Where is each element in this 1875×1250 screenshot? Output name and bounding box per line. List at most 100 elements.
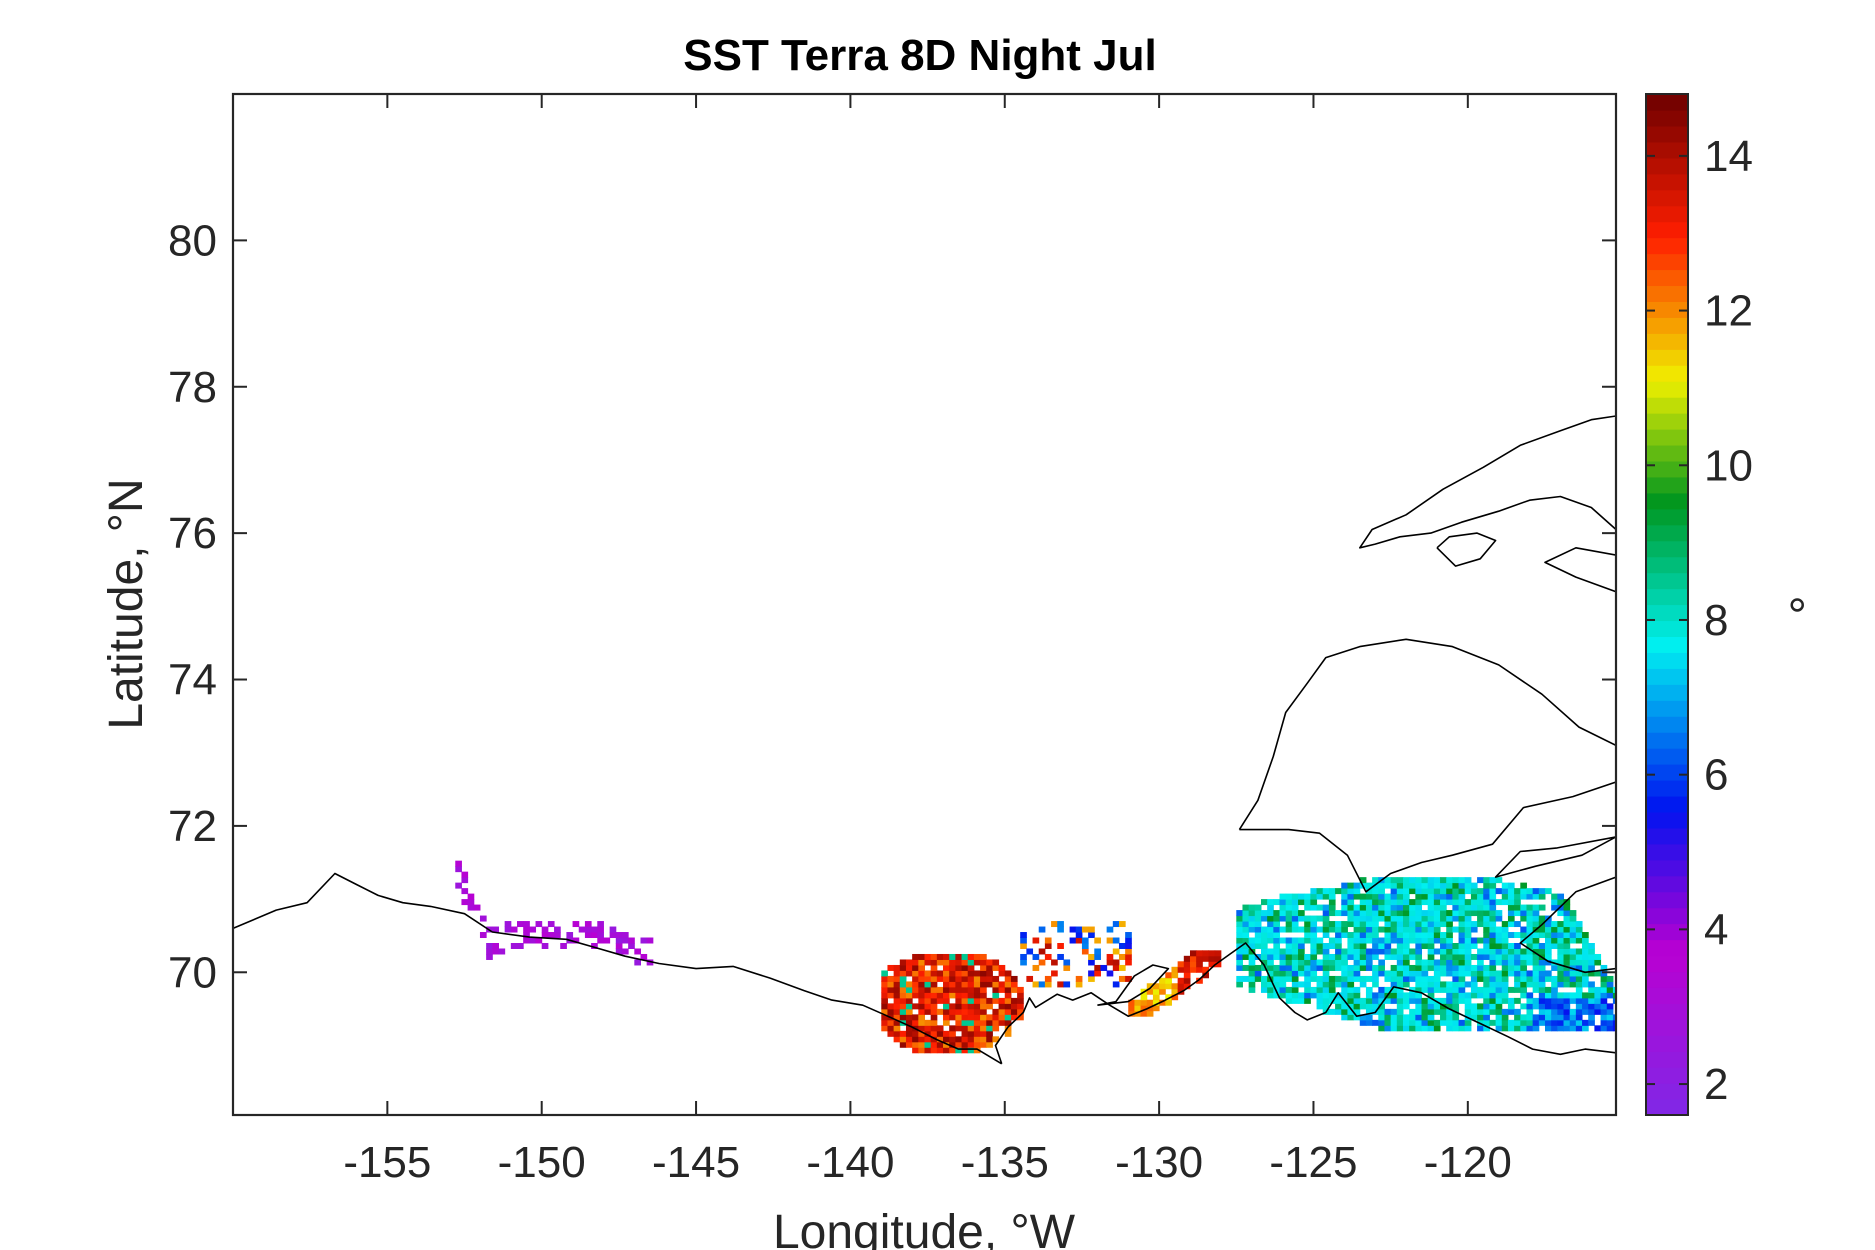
heatmap-cell xyxy=(1551,1025,1558,1032)
heatmap-cell xyxy=(1458,899,1466,906)
heatmap-cell xyxy=(924,953,932,960)
heatmap-cell xyxy=(955,986,963,993)
heatmap-cell xyxy=(1304,959,1311,966)
heatmap-cell xyxy=(905,1019,913,1026)
heatmap-cell xyxy=(1452,975,1460,982)
heatmap-cell xyxy=(1365,921,1373,928)
heatmap-cell xyxy=(1569,981,1577,988)
heatmap-cell xyxy=(1273,915,1281,922)
heatmap-cell xyxy=(1433,915,1441,922)
heatmap-cell xyxy=(1557,981,1565,988)
heatmap-cell xyxy=(1335,910,1342,917)
heatmap-cell xyxy=(998,970,1006,977)
heatmap-cell xyxy=(1106,937,1114,944)
heatmap-cell xyxy=(1489,953,1497,960)
heatmap-cell xyxy=(1514,904,1521,911)
heatmap-cell xyxy=(1353,992,1361,999)
heatmap-cell xyxy=(1532,997,1540,1004)
heatmap-cell xyxy=(1440,948,1447,955)
heatmap-cell xyxy=(1427,877,1435,884)
heatmap-cell xyxy=(1446,882,1453,889)
heatmap-cell xyxy=(1171,966,1179,973)
heatmap-cell xyxy=(1353,943,1361,949)
heatmap-cell xyxy=(1600,975,1608,982)
heatmap-cell xyxy=(1477,953,1484,960)
heatmap-cell xyxy=(1433,1003,1441,1010)
heatmap-cell xyxy=(905,1041,913,1048)
heatmap-cell xyxy=(1341,970,1348,977)
heatmap-cell xyxy=(1347,997,1355,1004)
heatmap-cell xyxy=(1483,877,1490,884)
heatmap-cell xyxy=(980,1025,987,1032)
heatmap-cell xyxy=(1335,964,1342,971)
heatmap-cell xyxy=(1458,1019,1466,1026)
heatmap-cell xyxy=(1254,915,1262,922)
heatmap-cell xyxy=(1267,970,1274,977)
heatmap-cell xyxy=(1495,899,1503,906)
heatmap-cell xyxy=(1291,937,1299,944)
heatmap-cell xyxy=(1495,948,1503,955)
heatmap-cell xyxy=(1298,948,1305,955)
heatmap-cell xyxy=(1372,910,1379,917)
heatmap-cell xyxy=(1477,910,1484,917)
heatmap-cell xyxy=(973,953,981,960)
heatmap-cell xyxy=(554,926,561,933)
heatmap-cell xyxy=(1563,937,1571,944)
heatmap-cell xyxy=(1365,937,1373,944)
heatmap-cell xyxy=(1044,981,1052,988)
heatmap-cell xyxy=(1600,1014,1608,1021)
heatmap-cell xyxy=(1189,955,1197,962)
heatmap-cell xyxy=(1582,953,1589,960)
x-tick-label: -130 xyxy=(1115,1138,1203,1187)
heatmap-cell xyxy=(1588,953,1595,960)
heatmap-cell xyxy=(1125,943,1132,949)
heatmap-cell xyxy=(961,986,969,993)
heatmap-cell xyxy=(1501,986,1509,993)
heatmap-cell xyxy=(1273,937,1281,944)
heatmap-cell xyxy=(1285,992,1293,999)
heatmap-cell xyxy=(1248,926,1256,933)
heatmap-cell xyxy=(949,959,956,966)
heatmap-cell xyxy=(1532,959,1540,966)
heatmap-cell xyxy=(1501,1008,1509,1015)
heatmap-cell xyxy=(961,1014,969,1021)
heatmap-cell xyxy=(1557,921,1565,928)
heatmap-cell xyxy=(1335,1008,1342,1015)
heatmap-cell xyxy=(1353,1008,1361,1015)
colorbar-step xyxy=(1646,700,1688,717)
heatmap-cell xyxy=(1421,888,1429,895)
x-axis-label: Longitude, °W xyxy=(773,1206,1076,1250)
heatmap-cell xyxy=(1557,899,1565,906)
heatmap-cell xyxy=(1409,888,1416,895)
heatmap-cell xyxy=(1341,975,1348,982)
heatmap-cell xyxy=(1322,943,1330,949)
heatmap-cell xyxy=(986,981,993,988)
heatmap-cell xyxy=(1477,915,1484,922)
heatmap-cell xyxy=(1298,997,1305,1004)
heatmap-cell xyxy=(1612,986,1616,993)
heatmap-cell xyxy=(1396,992,1404,999)
heatmap-cell xyxy=(1415,970,1423,977)
heatmap-cell xyxy=(504,921,512,928)
heatmap-cell xyxy=(1088,932,1095,939)
heatmap-cell xyxy=(1335,888,1342,895)
heatmap-cell xyxy=(1470,970,1478,977)
heatmap-cell xyxy=(1353,904,1361,911)
heatmap-cell xyxy=(1378,943,1385,949)
heatmap-cell xyxy=(1483,932,1490,939)
heatmap-cell xyxy=(1285,926,1293,933)
heatmap-cell xyxy=(1446,926,1453,933)
heatmap-cell xyxy=(1526,926,1534,933)
heatmap-cell xyxy=(1017,1014,1024,1021)
heatmap-cell xyxy=(1433,932,1441,939)
heatmap-cell xyxy=(992,1036,1000,1043)
heatmap-cell xyxy=(1248,910,1256,917)
heatmap-cell xyxy=(1507,882,1515,889)
heatmap-cell xyxy=(1396,937,1404,944)
heatmap-cell xyxy=(1421,1008,1429,1015)
heatmap-cell xyxy=(1495,932,1503,939)
heatmap-cell xyxy=(1440,959,1447,966)
heatmap-cell xyxy=(986,997,993,1004)
heatmap-cell xyxy=(1501,997,1509,1004)
